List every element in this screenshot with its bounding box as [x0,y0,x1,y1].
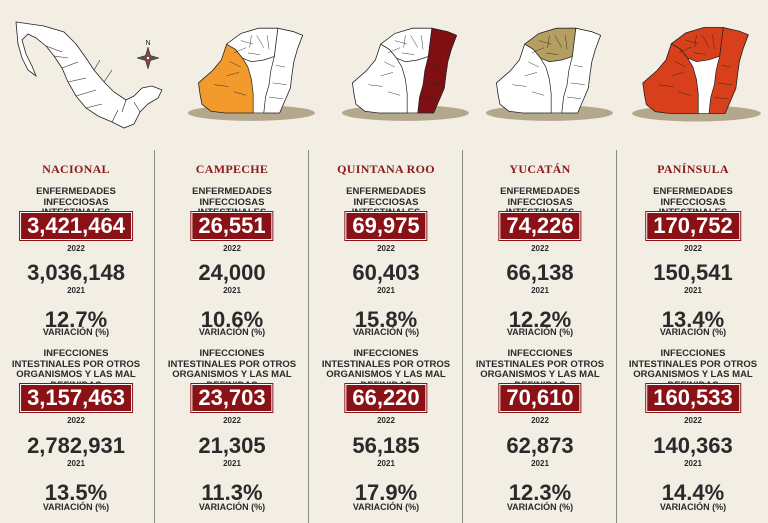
variation-value: 12.2% [508,307,572,332]
state-quintana-roo [417,27,458,114]
value-2022: 26,551 [191,212,273,240]
year-label: 2021 [377,286,395,295]
year-label: 2022 [531,244,549,253]
variation-value: 13.4% [661,307,725,332]
variation-label: VARIACIÓN (%) [198,327,266,337]
map-quintana-roo [326,0,476,150]
maps-row: N [0,0,768,150]
compass-rose-icon: N [136,40,160,70]
value-2021: 56,185 [352,433,420,458]
value-2021: 21,305 [198,433,266,458]
year-label: 2021 [684,459,702,468]
peninsula-map-svg [485,27,613,121]
year-label: 2022 [67,244,85,253]
variation-label: VARIACIÓN (%) [198,502,266,512]
variation-label: VARIACIÓN (%) [659,502,727,512]
value-2021: 24,000 [198,260,266,285]
state-campeche [198,43,254,114]
year-label: 2021 [67,459,85,468]
variation-label: VARIACIÓN (%) [506,502,574,512]
value-2021: 62,873 [506,433,574,458]
variation-value: 11.3% [201,480,263,505]
year-label: 2021 [223,459,241,468]
value-2022: 23,703 [191,384,273,412]
year-label: 2021 [531,459,549,468]
value-2022: 3,421,464 [20,212,132,240]
state-quintana-roo [708,27,749,114]
region-title: QUINTANA ROO [337,162,435,176]
variation-value: 13.5% [44,480,108,505]
value-2021: 66,138 [506,260,574,285]
state-quintana-roo [263,27,304,114]
value-2021: 3,036,148 [27,260,125,285]
year-label: 2022 [377,416,395,425]
year-label: 2022 [67,416,85,425]
map-campeche [172,0,322,150]
value-2021: 150,541 [653,260,733,285]
year-label: 2022 [684,244,702,253]
region-title: CAMPECHE [195,162,269,176]
value-2022: 66,220 [345,384,427,412]
value-2022: 3,157,463 [20,384,132,412]
year-label: 2022 [223,416,241,425]
year-label: 2021 [531,286,549,295]
state-campeche [642,43,699,114]
variation-label: VARIACIÓN (%) [42,502,110,512]
value-2022: 69,975 [345,212,427,240]
value-2021: 140,363 [653,433,733,458]
year-label: 2021 [377,459,395,468]
year-label: 2022 [223,244,241,253]
value-2022: 160,533 [646,384,740,412]
region-title: PANÍNSULA [657,162,729,176]
mexico-shape [15,21,163,129]
variation-label: VARIACIÓN (%) [352,327,420,337]
compass-label: N [145,40,150,47]
municipal-borders [368,35,441,100]
year-label: 2022 [531,416,549,425]
municipal-borders [512,35,585,100]
peninsula-map-svg [341,27,469,121]
variation-value: 12.7% [44,307,108,332]
year-label: 2022 [377,244,395,253]
map-peninsula [616,0,768,150]
peninsula-map-svg [632,27,761,122]
variation-value: 12.3% [508,480,572,505]
year-label: 2021 [223,286,241,295]
variation-value: 14.4% [661,480,725,505]
variation-label: VARIACIÓN (%) [42,327,110,337]
mexico-map-svg: N [15,21,163,129]
year-label: 2021 [684,286,702,295]
variation-value: 17.9% [354,480,418,505]
region-title: YUCATÁN [509,162,571,176]
value-2021: 60,403 [352,260,420,285]
state-quintana-roo [561,27,602,114]
value-2022: 70,610 [499,384,581,412]
mexico-borders [45,45,141,123]
variation-label: VARIACIÓN (%) [506,327,574,337]
map-yucatan [470,0,620,150]
peninsula-map-svg [187,27,315,121]
municipal-borders [658,34,733,100]
variation-value: 15.8% [354,307,418,332]
region-title: NACIONAL [42,162,110,176]
state-campeche [496,43,552,114]
value-2022: 74,226 [499,212,581,240]
variation-label: VARIACIÓN (%) [352,502,420,512]
map-nacional: N [6,0,174,150]
year-label: 2022 [684,416,702,425]
value-2021: 2,782,931 [27,433,125,458]
year-label: 2021 [67,286,85,295]
state-campeche [352,43,408,114]
municipal-borders [214,35,287,100]
value-2022: 170,752 [646,212,740,240]
variation-value: 10.6% [200,307,264,332]
variation-label: VARIACIÓN (%) [659,327,727,337]
